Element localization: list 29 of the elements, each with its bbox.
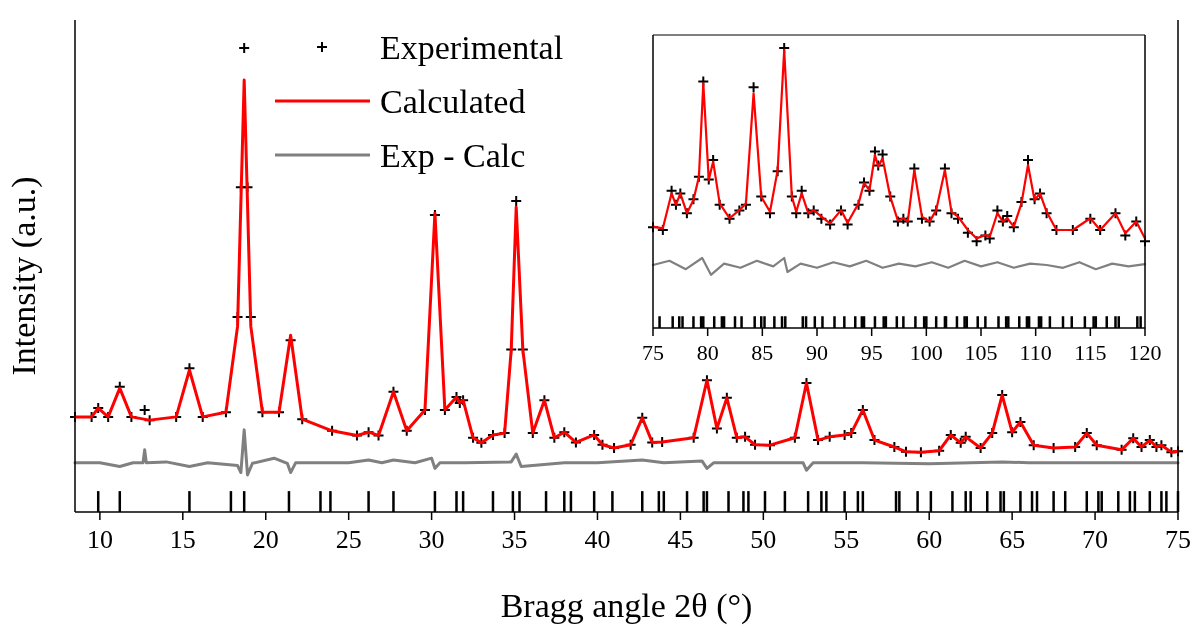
x-tick-label: 35 bbox=[501, 525, 528, 554]
x-tick-label: 100 bbox=[909, 340, 943, 365]
x-tick-label: 70 bbox=[1082, 525, 1109, 554]
x-tick-label: 30 bbox=[418, 525, 445, 554]
x-tick-label: 95 bbox=[860, 340, 883, 365]
x-tick-label: 50 bbox=[750, 525, 777, 554]
x-tick-label: 25 bbox=[335, 525, 362, 554]
legend-label: Calculated bbox=[380, 83, 526, 120]
x-tick-label: 45 bbox=[667, 525, 694, 554]
x-tick-label: 75 bbox=[642, 340, 664, 365]
x-tick-label: 20 bbox=[252, 525, 279, 554]
x-tick-label: 10 bbox=[86, 525, 113, 554]
x-tick-label: 15 bbox=[169, 525, 196, 554]
x-tick-label: 105 bbox=[964, 340, 998, 365]
x-tick-label: 85 bbox=[751, 340, 774, 365]
x-tick-label: 65 bbox=[999, 525, 1026, 554]
x-tick-label: 60 bbox=[916, 525, 943, 554]
x-tick-label: 75 bbox=[1165, 525, 1191, 554]
legend-label: Exp - Calc bbox=[380, 137, 526, 174]
x-axis-title: Bragg angle 2θ (°) bbox=[500, 587, 753, 625]
y-axis-title: Intensity (a.u.) bbox=[5, 176, 43, 376]
x-tick-label: 115 bbox=[1074, 340, 1107, 365]
x-tick-label: 80 bbox=[696, 340, 719, 365]
x-tick-label: 40 bbox=[584, 525, 611, 554]
legend-label: Experimental bbox=[380, 29, 564, 66]
x-tick-label: 55 bbox=[833, 525, 860, 554]
x-tick-label: 120 bbox=[1128, 340, 1162, 365]
x-tick-label: 110 bbox=[1019, 340, 1052, 365]
x-tick-label: 90 bbox=[806, 340, 828, 365]
